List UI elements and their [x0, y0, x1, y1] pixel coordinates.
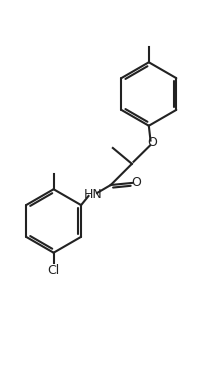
Text: O: O	[147, 136, 157, 149]
Text: O: O	[132, 176, 141, 189]
Text: HN: HN	[83, 188, 102, 201]
Text: Cl: Cl	[47, 264, 60, 277]
